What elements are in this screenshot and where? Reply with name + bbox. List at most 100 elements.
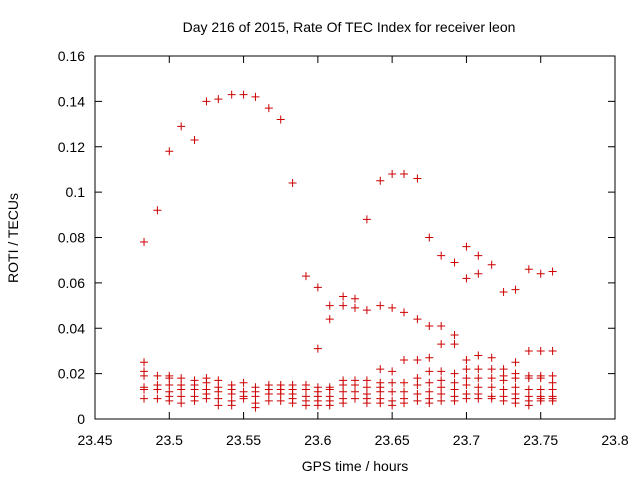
y-tick-label: 0 [77,411,85,427]
data-point-marker [165,147,174,156]
chart-title: Day 216 of 2015, Rate Of TEC Index for r… [183,19,516,35]
data-point-marker [474,251,483,260]
data-point-marker [351,380,359,389]
y-tick-label: 0.12 [58,139,85,155]
data-point-marker [362,399,371,408]
data-point-marker [388,401,397,410]
data-point-marker [437,321,446,330]
data-point-marker [177,374,186,383]
y-axis-ticks: 0 0.02 0.04 0.06 0.08 0.1 0.12 0.14 0.16 [58,48,615,427]
x-axis-label: GPS time / hours [302,458,409,474]
data-point-marker [388,169,397,178]
data-point-marker [339,292,348,301]
data-point-marker [524,385,533,394]
data-point-marker [140,394,149,403]
data-point-marker [264,104,273,113]
data-point-marker [437,383,446,392]
x-tick-label: 23.75 [523,432,558,448]
data-point-marker [251,392,260,401]
data-point-marker [487,374,496,383]
data-point-marker [536,269,545,278]
data-point-marker [351,303,359,312]
data-point-marker [462,274,471,283]
data-point-marker [536,346,545,355]
data-point-marker [548,396,557,405]
data-point-marker [190,135,199,144]
data-point-marker [301,272,310,281]
data-point-marker [450,258,459,267]
data-point-marker [524,374,533,383]
data-point-marker [325,315,334,324]
data-point-marker [511,374,520,383]
data-point-marker [425,353,434,362]
data-point-marker [462,374,471,383]
data-point-marker [202,378,211,387]
data-point-marker [388,303,397,312]
data-point-marker [474,269,483,278]
data-point-marker [474,351,483,360]
data-point-marker [276,396,285,405]
data-point-marker [140,358,149,367]
x-tick-label: 23.5 [156,432,183,448]
data-point-marker [165,380,174,389]
data-point-marker [437,376,446,385]
data-point-marker [362,215,371,224]
data-point-marker [548,346,557,355]
data-point-marker [140,385,149,394]
data-point-marker [264,390,273,399]
data-point-marker [214,387,223,396]
data-point-marker [325,401,334,410]
data-point-marker [425,233,434,242]
data-point-marker [251,92,260,101]
data-point-marker [376,399,385,408]
data-point-marker [325,385,334,394]
data-point-marker [239,378,248,387]
data-point-marker [227,90,236,99]
data-point-marker [140,371,149,380]
data-point-marker [413,374,422,383]
data-point-marker [165,374,174,383]
data-point-marker [536,385,545,394]
data-point-marker [190,396,199,405]
data-point-marker [400,308,409,317]
data-point-marker [288,399,297,408]
data-point-marker [499,396,508,405]
data-point-marker [339,387,348,396]
data-point-marker [276,115,285,124]
data-point-marker [227,390,236,399]
data-point-marker [474,383,483,392]
data-point-marker [400,387,409,396]
data-point-marker [487,383,496,392]
data-point-marker [413,315,422,324]
data-point-marker [388,378,397,387]
data-point-marker [376,301,385,310]
data-point-marker [153,394,162,403]
data-point-marker [511,358,520,367]
data-point-marker [511,383,520,392]
data-point-marker [425,399,434,408]
data-point-marker [202,394,211,403]
data-point-marker [511,399,520,408]
x-tick-label: 23.6 [304,432,331,448]
data-point-marker [413,356,422,365]
data-point-marker [239,394,248,403]
data-point-marker [325,301,334,310]
data-point-marker [388,387,397,396]
data-point-marker [487,353,496,362]
data-point-marker [487,394,496,403]
data-point-marker [524,265,533,274]
data-point-marker [153,206,162,215]
x-axis-ticks: 23.45 23.5 23.55 23.6 23.65 23.7 23.75 23.8 [77,56,629,448]
data-point-marker [524,346,533,355]
data-point-marker [153,371,162,380]
data-point-marker [474,394,483,403]
data-point-marker [437,367,446,376]
data-point-marker [165,396,174,405]
data-point-marker [376,176,385,185]
data-point-marker [351,394,359,403]
data-point-marker [288,179,297,188]
data-point-marker [376,387,385,396]
y-axis-label: ROTI / TECUs [5,193,21,283]
data-point-marker [362,383,371,392]
data-point-marker [362,306,371,315]
